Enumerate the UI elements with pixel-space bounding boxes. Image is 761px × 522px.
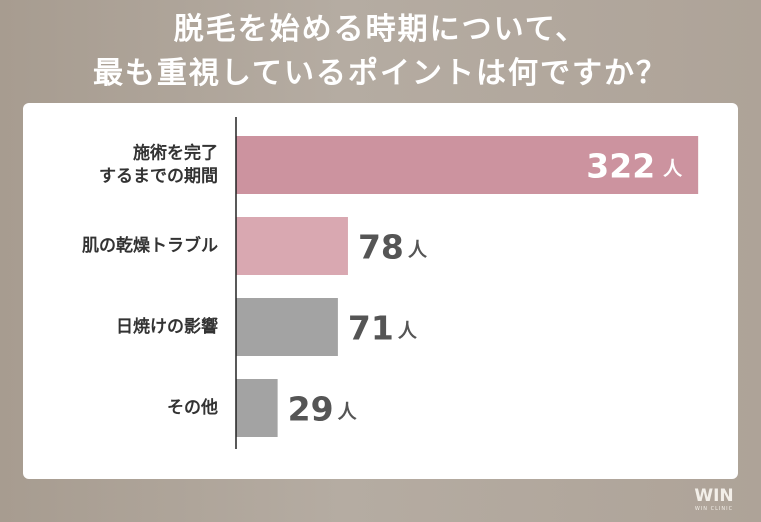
category-label-0-line0: 施術を完了 bbox=[133, 143, 218, 164]
unit-label-3: 人 bbox=[338, 401, 358, 423]
value-label-0: 322 bbox=[586, 147, 655, 186]
unit-label-1: 人 bbox=[408, 239, 428, 261]
category-label-3: その他 bbox=[167, 397, 218, 418]
chart-title-line1: 脱毛を始める時期について、 bbox=[173, 12, 588, 47]
category-label-0-line1: するまでの期間 bbox=[99, 167, 218, 187]
value-label-3: 29 bbox=[288, 390, 334, 429]
win-clinic-logo: WIN WIN CLINIC bbox=[688, 487, 740, 513]
unit-label-0: 人 bbox=[663, 158, 683, 180]
bar-0 bbox=[236, 136, 699, 194]
value-label-2: 71 bbox=[348, 309, 394, 348]
chart-title-line2: 最も重視しているポイントは何ですか？ bbox=[92, 56, 669, 91]
unit-label-2: 人 bbox=[398, 320, 418, 342]
logo-mark: WIN bbox=[694, 486, 734, 506]
bar-3 bbox=[236, 379, 278, 437]
bar-1 bbox=[236, 217, 348, 275]
category-label-2: 日焼けの影響 bbox=[116, 316, 218, 337]
value-label-1: 78 bbox=[358, 228, 404, 267]
bar-2 bbox=[236, 298, 338, 356]
chart-panel: 施術を完了 するまでの期間 322 人肌の乾燥トラブル 78 人日焼けの影響 71 人その他 2… bbox=[23, 103, 738, 479]
category-label-1: 肌の乾燥トラブル bbox=[82, 235, 218, 256]
logo-subtext: WIN CLINIC bbox=[694, 506, 734, 512]
